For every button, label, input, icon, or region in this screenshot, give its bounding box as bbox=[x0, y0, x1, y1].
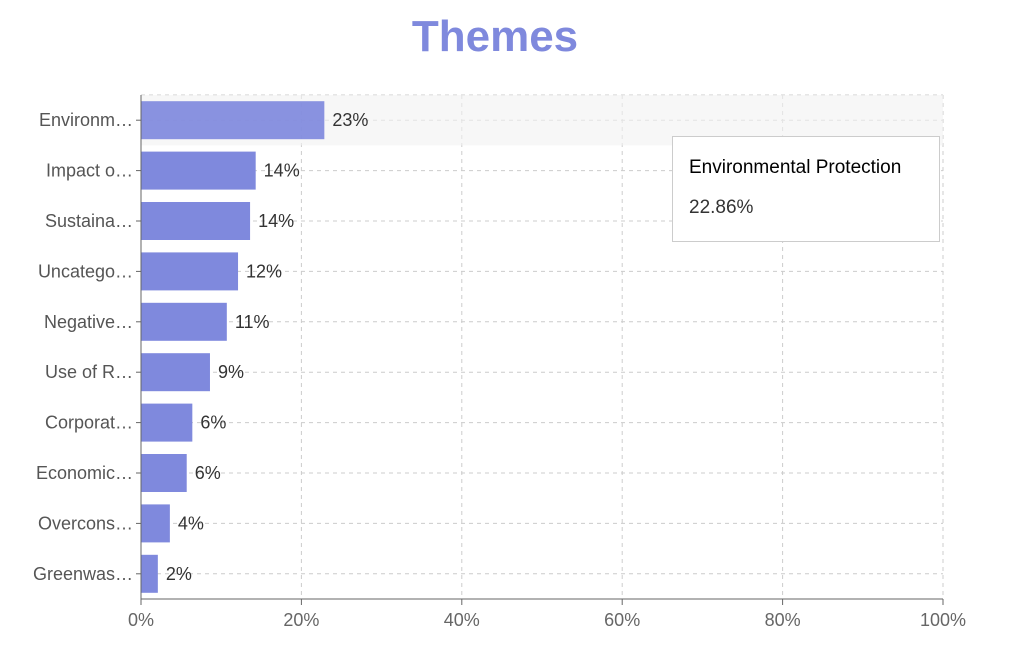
bar bbox=[141, 403, 193, 442]
bar bbox=[141, 554, 158, 593]
data-label: 6% bbox=[200, 413, 226, 433]
x-tick-label: 100% bbox=[920, 610, 966, 630]
bar bbox=[141, 454, 187, 492]
tooltip-title: Environmental Protection bbox=[689, 157, 902, 178]
axes bbox=[136, 95, 944, 605]
bar bbox=[141, 202, 251, 240]
category-label: Sustaina… bbox=[45, 211, 133, 231]
labels: 23% Environm… 14% Impact o… 14% Sustaina… 12% U… bbox=[33, 110, 966, 630]
x-tick-label: 80% bbox=[765, 610, 801, 630]
bar bbox=[141, 151, 256, 190]
x-tick-label: 40% bbox=[444, 610, 480, 630]
x-tick-label: 0% bbox=[128, 610, 154, 630]
bar bbox=[141, 252, 239, 291]
category-label: Economic… bbox=[36, 463, 133, 483]
data-label: 2% bbox=[166, 564, 192, 584]
category-label: Environm… bbox=[39, 110, 133, 130]
category-label: Negative… bbox=[44, 312, 133, 332]
category-label: Uncatego… bbox=[38, 261, 133, 281]
category-label: Corporat… bbox=[45, 413, 133, 433]
bar bbox=[141, 353, 210, 392]
bar bbox=[141, 101, 325, 140]
data-label: 6% bbox=[195, 463, 221, 483]
data-label: 23% bbox=[332, 110, 368, 130]
x-tick-label: 60% bbox=[604, 610, 640, 630]
category-label: Overcons… bbox=[38, 513, 133, 533]
bar bbox=[141, 504, 170, 543]
bar bbox=[141, 302, 227, 341]
chart-title: Themes bbox=[411, 12, 579, 61]
data-label: 4% bbox=[178, 513, 204, 533]
data-label: 14% bbox=[264, 161, 300, 181]
category-label: Use of R… bbox=[45, 362, 133, 382]
data-label: 9% bbox=[218, 362, 244, 382]
tooltip-value: 22.86% bbox=[689, 197, 754, 218]
bars bbox=[141, 101, 325, 593]
data-label: 14% bbox=[258, 211, 294, 231]
data-label: 11% bbox=[235, 312, 270, 332]
data-label: 12% bbox=[246, 261, 282, 281]
chart-tooltip: Environmental Protection 22.86% bbox=[672, 136, 940, 242]
x-tick-label: 20% bbox=[283, 610, 319, 630]
category-label: Greenwas… bbox=[33, 564, 133, 584]
category-label: Impact o… bbox=[46, 161, 133, 181]
